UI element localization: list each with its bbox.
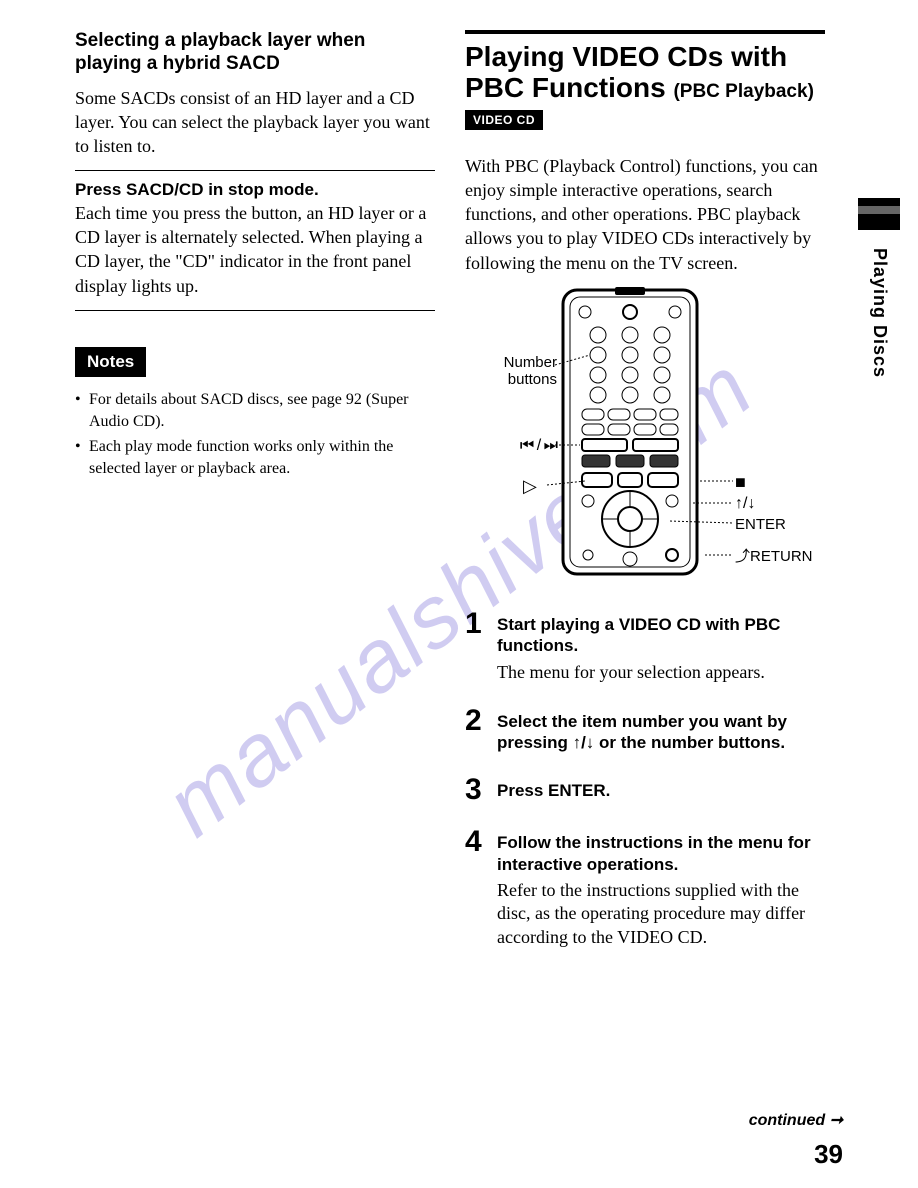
label-number-buttons: Number buttons bbox=[485, 355, 557, 388]
notes-list: For details about SACD discs, see page 9… bbox=[75, 389, 435, 479]
notes-badge: Notes bbox=[75, 347, 146, 377]
remote-diagram: Number buttons ⏮ / ⏭ ▷ ■ ↑/↓ ENTER ⤴RETU… bbox=[455, 287, 825, 587]
left-column: Selecting a playback layer when playing … bbox=[75, 30, 435, 971]
label-play: ▷ bbox=[523, 477, 537, 497]
left-step-head: Press SACD/CD in stop mode. bbox=[75, 179, 435, 200]
label-enter: ENTER bbox=[735, 517, 786, 534]
left-step-body: Each time you press the button, an HD la… bbox=[75, 201, 435, 298]
section-rule bbox=[465, 30, 825, 34]
continued-indicator: continued ➞ bbox=[749, 1110, 843, 1130]
title-subtitle: (PBC Playback) bbox=[673, 81, 813, 102]
step-desc: Refer to the instructions supplied with … bbox=[497, 879, 825, 949]
label-stop: ■ bbox=[735, 473, 746, 493]
main-title: Playing VIDEO CDs with PBC Functions (PB… bbox=[465, 42, 825, 104]
video-cd-badge: VIDEO CD bbox=[465, 110, 543, 130]
label-prev-next: ⏮ / ⏭ bbox=[467, 437, 557, 455]
step-number: 1 bbox=[465, 609, 487, 684]
label-up-down: ↑/↓ bbox=[735, 495, 755, 513]
note-item: Each play mode function works only withi… bbox=[75, 436, 435, 479]
step-number: 3 bbox=[465, 775, 487, 805]
page-number: 39 bbox=[814, 1139, 843, 1170]
left-section-heading: Selecting a playback layer when playing … bbox=[75, 30, 435, 76]
divider bbox=[75, 310, 435, 311]
page-content: Selecting a playback layer when playing … bbox=[0, 0, 918, 1001]
steps-list: 1 Start playing a VIDEO CD with PBC func… bbox=[465, 609, 825, 949]
step-head: Press ENTER. bbox=[497, 780, 825, 801]
remote-svg bbox=[560, 287, 700, 577]
left-intro: Some SACDs consist of an HD layer and a … bbox=[75, 86, 435, 159]
step-item: 1 Start playing a VIDEO CD with PBC func… bbox=[465, 609, 825, 684]
title-line-1: Playing VIDEO CDs with bbox=[465, 41, 787, 72]
right-intro: With PBC (Playback Control) functions, y… bbox=[465, 154, 825, 275]
step-item: 2 Select the item number you want by pre… bbox=[465, 706, 825, 754]
label-return: ⤴RETURN bbox=[735, 549, 813, 566]
step-number: 2 bbox=[465, 706, 487, 754]
step-head: Start playing a VIDEO CD with PBC functi… bbox=[497, 614, 825, 657]
step-desc: The menu for your selection appears. bbox=[497, 661, 825, 684]
step-head: Follow the instructions in the menu for … bbox=[497, 832, 825, 875]
right-column: Playing VIDEO CDs with PBC Functions (PB… bbox=[465, 30, 825, 971]
step-number: 4 bbox=[465, 827, 487, 949]
title-line-2: PBC Functions bbox=[465, 72, 666, 103]
step-head: Select the item number you want by press… bbox=[497, 711, 825, 754]
divider bbox=[75, 170, 435, 171]
step-item: 3 Press ENTER. bbox=[465, 775, 825, 805]
note-item: For details about SACD discs, see page 9… bbox=[75, 389, 435, 432]
step-item: 4 Follow the instructions in the menu fo… bbox=[465, 827, 825, 949]
